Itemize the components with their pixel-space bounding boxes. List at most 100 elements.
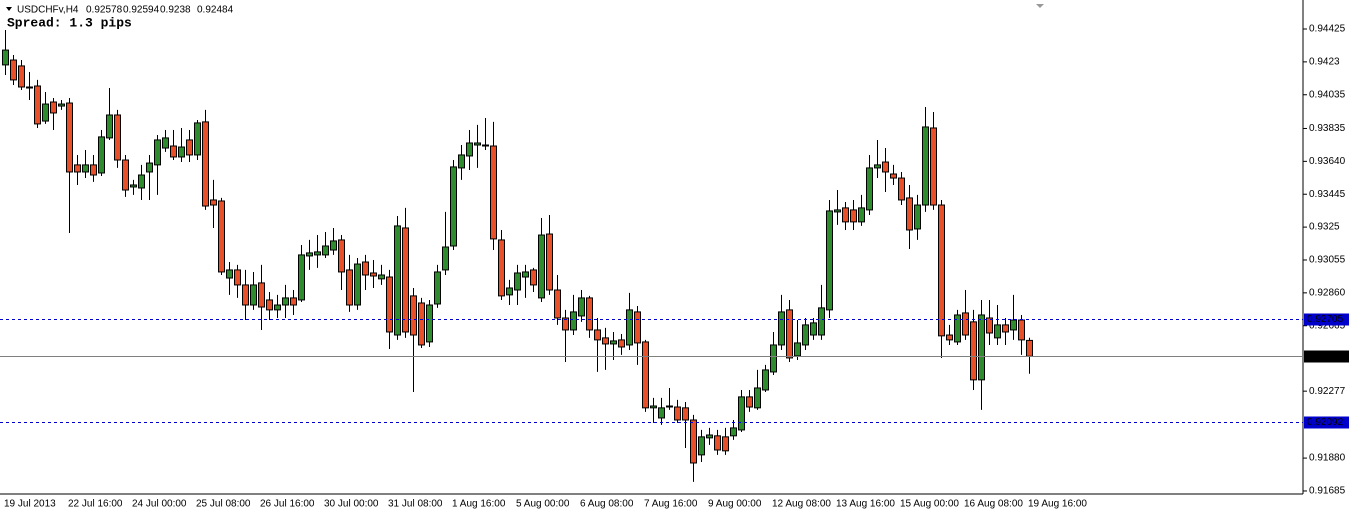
header-close: 0.92484: [197, 5, 234, 16]
price-label: 0.92484: [1307, 351, 1344, 362]
candle-body: [458, 154, 465, 169]
candle-body: [786, 309, 793, 359]
candle-body: [546, 233, 553, 291]
price-label-bg: [1304, 416, 1349, 429]
candle-body: [258, 282, 265, 308]
candle-body: [394, 225, 401, 336]
candle-body: [714, 435, 721, 451]
x-tick-label: 13 Aug 16:00: [836, 499, 895, 510]
candle-body: [282, 297, 289, 306]
candle-body: [298, 254, 305, 301]
candle-body: [562, 317, 569, 331]
menu-arrow[interactable]: [6, 7, 12, 11]
candle-body: [642, 341, 649, 409]
candle-body: [98, 136, 105, 174]
candle-body: [442, 246, 449, 271]
candle-body: [482, 144, 489, 147]
candle-body: [962, 312, 969, 336]
candle-body: [370, 272, 377, 277]
y-tick-label: 0.92277: [1309, 386, 1346, 397]
candle-body: [914, 204, 921, 230]
y-tick-label: 0.91685: [1309, 486, 1346, 497]
candle-body: [530, 269, 537, 286]
candle-body: [322, 245, 329, 256]
candle-body: [994, 324, 1001, 339]
x-tick-label: 25 Jul 08:00: [196, 499, 251, 510]
x-tick-label: 31 Jul 08:00: [388, 499, 443, 510]
candle-body: [666, 405, 673, 408]
y-tick-label: 0.94035: [1309, 89, 1346, 100]
price-label: 0.92092: [1307, 417, 1344, 428]
candle-body: [402, 227, 409, 333]
candle-body: [570, 311, 577, 331]
candle-body: [426, 304, 433, 343]
candle-body: [146, 162, 153, 173]
candle-body: [874, 164, 881, 169]
x-tick-label: 9 Aug 00:00: [708, 499, 762, 510]
candle-body: [954, 314, 961, 343]
candle-body: [522, 271, 529, 278]
candle-body: [698, 436, 705, 456]
x-tick-label: 19 Jul 2013: [4, 499, 56, 510]
candle-body: [834, 209, 841, 213]
candle-body: [498, 239, 505, 297]
candle-body: [474, 142, 481, 146]
candle-body: [802, 324, 809, 346]
candle-body: [930, 127, 937, 206]
shift-marker: [1036, 4, 1044, 8]
y-tick-label: 0.94425: [1309, 24, 1346, 35]
candle-body: [186, 139, 193, 156]
candle-body: [122, 159, 129, 191]
candle-body: [794, 342, 801, 357]
candle-body: [250, 284, 257, 306]
candle-body: [618, 339, 625, 348]
x-tick-label: 1 Aug 16:00: [452, 499, 506, 510]
price-label-bg: [1304, 350, 1349, 363]
candle-body: [490, 145, 497, 240]
candle-body: [106, 114, 113, 139]
candle-body: [634, 311, 641, 344]
x-tick-label: 16 Aug 08:00: [964, 499, 1023, 510]
y-tick-label: 0.93640: [1309, 156, 1346, 167]
candle-body: [906, 197, 913, 231]
candle-body: [986, 317, 993, 334]
candle-body: [586, 297, 593, 331]
candle-body: [274, 304, 281, 311]
candle-body: [938, 204, 945, 337]
candle-body: [178, 146, 185, 158]
candle-body: [362, 261, 369, 276]
candle-body: [346, 269, 353, 306]
candle-body: [306, 252, 313, 257]
candle-body: [74, 164, 81, 173]
candle-body: [234, 269, 241, 286]
candle-body: [138, 174, 145, 189]
candle-body: [210, 199, 217, 206]
candle-body: [890, 173, 897, 179]
x-tick-label: 22 Jul 16:00: [68, 499, 123, 510]
candle-body: [1018, 319, 1025, 341]
symbol: USDCHFv,H4: [17, 5, 79, 16]
header-open: 0.92578: [86, 5, 123, 16]
header-low: 0.9238: [160, 5, 191, 16]
candle-body: [1010, 319, 1017, 331]
candle-body: [778, 311, 785, 346]
candle-body: [450, 166, 457, 247]
candle-body: [762, 369, 769, 391]
y-tick-label: 0.93835: [1309, 123, 1346, 134]
candle-body: [354, 263, 361, 306]
candle-body: [26, 86, 33, 89]
candle-body: [538, 234, 545, 299]
candle-body: [386, 276, 393, 333]
candle-body: [554, 289, 561, 319]
candle-body: [514, 272, 521, 291]
candle-body: [682, 407, 689, 421]
candle-body: [66, 102, 73, 173]
x-tick-label: 15 Aug 00:00: [900, 499, 959, 510]
y-tick-label: 0.92665: [1309, 320, 1346, 331]
candle-body: [242, 284, 249, 306]
candle-body: [818, 307, 825, 336]
candle-body: [922, 126, 929, 206]
candle-body: [658, 407, 665, 419]
